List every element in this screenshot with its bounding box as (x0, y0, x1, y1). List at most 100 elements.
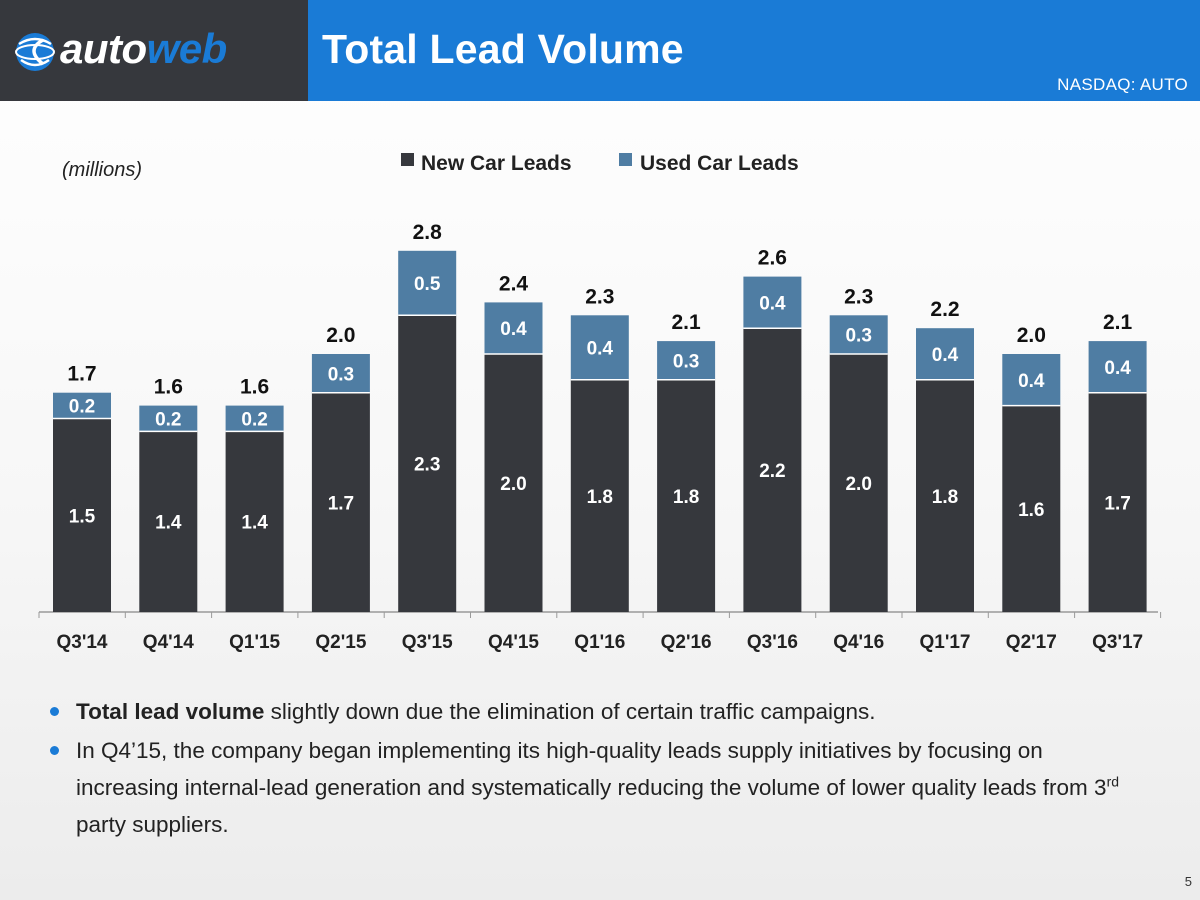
x-axis-tick-label: Q3'14 (57, 632, 108, 653)
data-label-total: 2.0 (1017, 324, 1046, 347)
bar-new-car-leads (657, 379, 716, 612)
data-label-used-car-leads: 0.4 (1104, 358, 1131, 379)
data-label-new-car-leads: 2.0 (845, 474, 871, 495)
x-axis-tick-label: Q4'16 (833, 632, 884, 653)
bullet-1-text: slightly down due the elimination of cer… (264, 699, 876, 724)
data-label-used-car-leads: 0.4 (500, 319, 527, 340)
bullet-item-1: Total lead volume slightly down due the … (50, 693, 1140, 730)
data-label-total: 2.1 (1103, 311, 1133, 334)
x-axis-tick-label: Q3'17 (1092, 632, 1143, 653)
data-label-new-car-leads: 1.4 (241, 513, 268, 534)
bar-used-car-leads (53, 392, 111, 419)
data-label-total: 2.2 (930, 298, 959, 321)
data-label-new-car-leads: 2.2 (759, 461, 785, 482)
stock-ticker: NASDAQ: AUTO (1057, 75, 1188, 94)
data-label-new-car-leads: 2.3 (414, 455, 440, 476)
bar-new-car-leads (743, 328, 802, 612)
x-axis-tick-label: Q4'14 (143, 632, 194, 653)
logo-area: autoweb (0, 0, 308, 101)
legend-swatch-used-car-leads (619, 153, 632, 166)
data-label-used-car-leads: 0.4 (759, 293, 786, 314)
bar-new-car-leads (311, 392, 370, 612)
data-label-new-car-leads: 1.5 (69, 506, 96, 527)
stacked-bar-chart: (millions) New Car Leads Used Car Leads 1.5… (38, 152, 1162, 653)
bullet-2-text: In Q4’15, the company began implementing… (76, 738, 1107, 800)
data-label-new-car-leads: 2.0 (500, 474, 526, 495)
bullet-dot-icon (50, 746, 59, 755)
bullet-2-text-after: party suppliers. (76, 812, 229, 837)
x-axis-tick-label: Q1'15 (229, 632, 280, 653)
bar-used-car-leads (311, 354, 370, 393)
bar-new-car-leads (139, 431, 198, 612)
data-label-used-car-leads: 0.4 (932, 345, 959, 366)
logo-part-auto: auto (60, 25, 147, 72)
data-label-new-car-leads: 1.7 (1104, 493, 1130, 514)
globe-logo-icon (15, 33, 55, 71)
page-title: Total Lead Volume (322, 26, 684, 72)
data-label-total: 1.6 (240, 376, 269, 399)
data-label-used-car-leads: 0.3 (673, 351, 699, 372)
bar-new-car-leads (398, 315, 457, 612)
bar-used-car-leads (916, 328, 974, 380)
data-label-total: 2.0 (326, 324, 355, 347)
bullet-2-superscript: rd (1106, 773, 1120, 790)
data-label-used-car-leads: 0.3 (328, 364, 354, 385)
data-label-total: 2.6 (758, 247, 787, 270)
bar-new-car-leads (53, 418, 111, 612)
bar-new-car-leads (570, 379, 629, 612)
data-label-total: 2.4 (499, 272, 529, 295)
data-label-new-car-leads: 1.4 (155, 513, 182, 534)
x-axis-tick-label: Q4'15 (488, 632, 539, 653)
data-label-new-car-leads: 1.8 (673, 487, 699, 508)
data-label-used-car-leads: 0.5 (414, 274, 441, 295)
x-axis-tick-label: Q3'15 (402, 632, 453, 653)
unit-label: (millions) (62, 159, 142, 181)
bar-used-car-leads (398, 250, 457, 316)
data-label-used-car-leads: 0.4 (587, 339, 614, 360)
bar-used-car-leads (484, 302, 543, 354)
slide-header: autoweb Total Lead Volume NASDAQ: AUTO (0, 0, 1200, 101)
bar-used-car-leads (1002, 354, 1061, 406)
bar-used-car-leads (1088, 341, 1147, 393)
data-label-used-car-leads: 0.2 (241, 410, 267, 431)
data-label-total: 2.1 (671, 311, 701, 334)
bar-new-car-leads (916, 379, 974, 612)
data-label-total: 2.3 (844, 285, 873, 308)
data-label-total: 2.8 (413, 221, 443, 244)
x-axis-tick-label: Q2'17 (1006, 632, 1057, 653)
data-label-new-car-leads: 1.7 (328, 493, 354, 514)
bullet-list: Total lead volume slightly down due the … (50, 693, 1140, 845)
data-label-used-car-leads: 0.2 (155, 410, 181, 431)
data-label-used-car-leads: 0.3 (845, 326, 871, 347)
bar-new-car-leads (829, 354, 888, 612)
bar-used-car-leads (570, 315, 629, 380)
legend-label-used-car-leads: Used Car Leads (640, 152, 799, 175)
bar-new-car-leads (1002, 405, 1061, 612)
data-label-new-car-leads: 1.8 (587, 487, 613, 508)
x-axis-tick-label: Q2'16 (661, 632, 712, 653)
slide-number: 5 (1184, 874, 1192, 889)
title-bar (308, 0, 1200, 101)
logo-wordmark: autoweb (60, 25, 227, 73)
bar-new-car-leads (1088, 392, 1147, 612)
x-axis-tick-label: Q1'17 (920, 632, 971, 653)
bullet-1-bold: Total lead volume (76, 699, 265, 724)
data-label-total: 2.3 (585, 285, 614, 308)
x-axis-tick-label: Q1'16 (574, 632, 625, 653)
bar-new-car-leads (225, 431, 284, 612)
bar-used-car-leads (829, 315, 888, 354)
logo-part-web: web (146, 25, 228, 72)
bullet-dot-icon (50, 707, 59, 716)
data-label-total: 1.6 (154, 376, 183, 399)
legend-label-new-car-leads: New Car Leads (421, 152, 572, 175)
data-label-new-car-leads: 1.8 (932, 487, 958, 508)
x-axis-tick-label: Q2'15 (315, 632, 366, 653)
data-label-new-car-leads: 1.6 (1018, 500, 1044, 521)
bar-used-car-leads (225, 405, 284, 432)
bar-new-car-leads (484, 354, 543, 612)
bar-used-car-leads (139, 405, 198, 432)
legend-swatch-new-car-leads (401, 153, 414, 166)
bullet-item-2: In Q4’15, the company began implementing… (50, 732, 1140, 843)
data-label-used-car-leads: 0.4 (1018, 371, 1045, 392)
x-axis-tick-label: Q3'16 (747, 632, 798, 653)
